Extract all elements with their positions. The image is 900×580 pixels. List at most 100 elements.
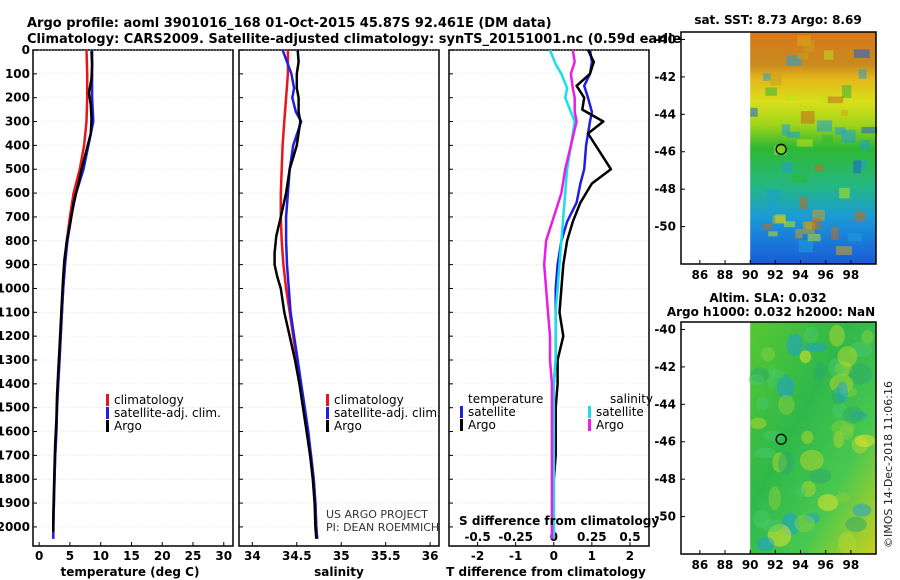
sst-pixel-block [781, 124, 791, 136]
difference-y-ticks [449, 49, 453, 528]
y-tick-label: 1900 [0, 496, 30, 510]
map-y-tick-label: -40 [654, 32, 676, 46]
sst-pixel-block [762, 223, 772, 231]
sst-pixel-block [807, 233, 821, 242]
y-tick-label: 1200 [0, 329, 30, 343]
series-line-s-argo [542, 49, 578, 539]
sst-pixel-block [853, 160, 862, 174]
sst-pixel-block [840, 110, 849, 116]
sst-map-field [750, 32, 878, 264]
sla-anomaly-blob [794, 514, 815, 533]
sst-map-frame [680, 31, 877, 265]
sla-anomaly-blob [845, 516, 867, 532]
sla-anomaly-blob [808, 468, 832, 484]
map-y-tick-label: -42 [654, 360, 676, 374]
sla-anomaly-blob [761, 519, 783, 532]
y-tick-label: 1800 [0, 472, 30, 486]
sla-anomaly-blob [799, 449, 824, 471]
map-x-tick-label: 98 [842, 268, 859, 282]
map-x-tick-label: 88 [717, 268, 734, 282]
sst-pixel-block [816, 120, 833, 132]
sla-map-frame [680, 321, 877, 555]
legend-swatch-s-satellite [588, 406, 591, 418]
sla-float-position-marker [775, 433, 787, 445]
legend-title-salinity: salinity [610, 392, 653, 406]
x-tick-label: 1 [588, 549, 596, 563]
legend-swatch-climatology [106, 394, 109, 406]
sst-pixel-block [820, 94, 832, 104]
legend-label-satellite: satellite-adj. clim. [114, 406, 221, 420]
s-axis-tick-label: -0.5 [464, 530, 490, 544]
sst-pixel-block [842, 85, 852, 98]
x-tick-label: -1 [509, 549, 522, 563]
sst-pixel-block [839, 187, 850, 199]
sst-pixel-block [831, 227, 839, 240]
difference-legend: temperature satellite Argo salinity sate… [460, 392, 653, 432]
title-line-1: Argo profile: aoml 3901016_168 01-Oct-20… [27, 16, 552, 31]
title-line-2: Climatology: CARS2009. Satellite-adjuste… [27, 32, 694, 47]
sst-map-title: sat. SST: 8.73 Argo: 8.69 [694, 13, 861, 27]
sla-anomaly-blob [839, 423, 854, 441]
sla-anomaly-blob [776, 375, 795, 399]
s-axis-tick-label: -0.25 [498, 530, 533, 544]
x-tick-label: 34.5 [282, 549, 312, 563]
x-tick-label: 36 [422, 549, 439, 563]
sst-pixel-block [768, 201, 779, 212]
legend-label-t-satellite: satellite [468, 405, 516, 419]
sst-pixel-block [812, 209, 825, 221]
sst-pixel-block [775, 214, 786, 224]
sla-anomaly-blob [861, 330, 874, 345]
y-tick-label: 700 [5, 210, 30, 224]
sla-anomaly-blob [778, 451, 795, 476]
sla-anomaly-blob [754, 447, 776, 459]
map-x-tick-label: 96 [817, 558, 834, 572]
map-y-tick-label: -42 [654, 70, 676, 84]
temperature-plot-frame [32, 49, 234, 547]
legend-label-s-argo: Argo [596, 418, 624, 432]
series-line-argo [273, 49, 318, 539]
y-tick-label: 400 [5, 138, 30, 152]
temperature-panel: 0 5 10 15 20 25 30 0 100 200 300 400 500 600 700 800 90… [0, 43, 234, 579]
sla-anomaly-blob [836, 381, 849, 403]
salinity-gridlines [239, 49, 439, 528]
map-y-tick-label: -40 [654, 322, 676, 336]
sla-anomaly-blob [750, 417, 767, 430]
sla-anomaly-blob [763, 430, 782, 442]
map-x-tick-label: 94 [792, 558, 809, 572]
sla-anomaly-blob [756, 396, 769, 411]
sst-pixel-block [853, 49, 870, 58]
sla-anomaly-blob [756, 536, 775, 552]
sla-anomaly-blob [803, 342, 827, 352]
sla-anomaly-blob [813, 362, 827, 382]
sla-anomaly-blob [835, 492, 850, 503]
temperature-lines [52, 49, 95, 539]
sla-map-panel: Altim. SLA: 0.032 Argo h1000: 0.032 h200… [654, 291, 877, 572]
x-tick-label: 0 [35, 549, 43, 563]
sst-pixel-block [795, 229, 803, 239]
sla-anomaly-blob [801, 430, 814, 444]
sst-pixel-block [766, 189, 781, 199]
sla-anomaly-blob [803, 326, 819, 344]
sst-pixel-block [783, 221, 796, 228]
temperature-y-ticks: 0 100 200 300 400 500 600 700 800 900 1000 1100 1200… [0, 43, 37, 534]
y-tick-label: 500 [5, 162, 30, 176]
s-axis-tick-label: 0.25 [577, 530, 607, 544]
difference-gridlines [449, 49, 649, 528]
sla-anomaly-blob [799, 350, 812, 364]
legend-swatch-s-argo [588, 419, 591, 431]
sst-pixel-block [836, 246, 852, 255]
sst-pixel-block [822, 134, 833, 144]
sst-pixel-block [750, 107, 758, 117]
sst-pixel-block [796, 139, 813, 147]
salinity-x-ticks: 34 34.5 35 35.5 36 [244, 542, 438, 563]
map-x-tick-label: 86 [692, 268, 709, 282]
sst-map-y-ticks: -40 -42 -44 -46 -48 -50 [654, 32, 685, 234]
x-tick-label: 2 [626, 549, 634, 563]
y-tick-label: 1500 [0, 401, 30, 415]
sst-pixel-block [800, 104, 808, 113]
temperature-legend: climatology satellite-adj. clim. Argo [106, 393, 221, 433]
x-tick-label: 25 [185, 549, 202, 563]
map-x-tick-label: 90 [742, 558, 759, 572]
sst-pixel-block [812, 218, 822, 230]
sla-anomaly-blob [786, 333, 803, 357]
